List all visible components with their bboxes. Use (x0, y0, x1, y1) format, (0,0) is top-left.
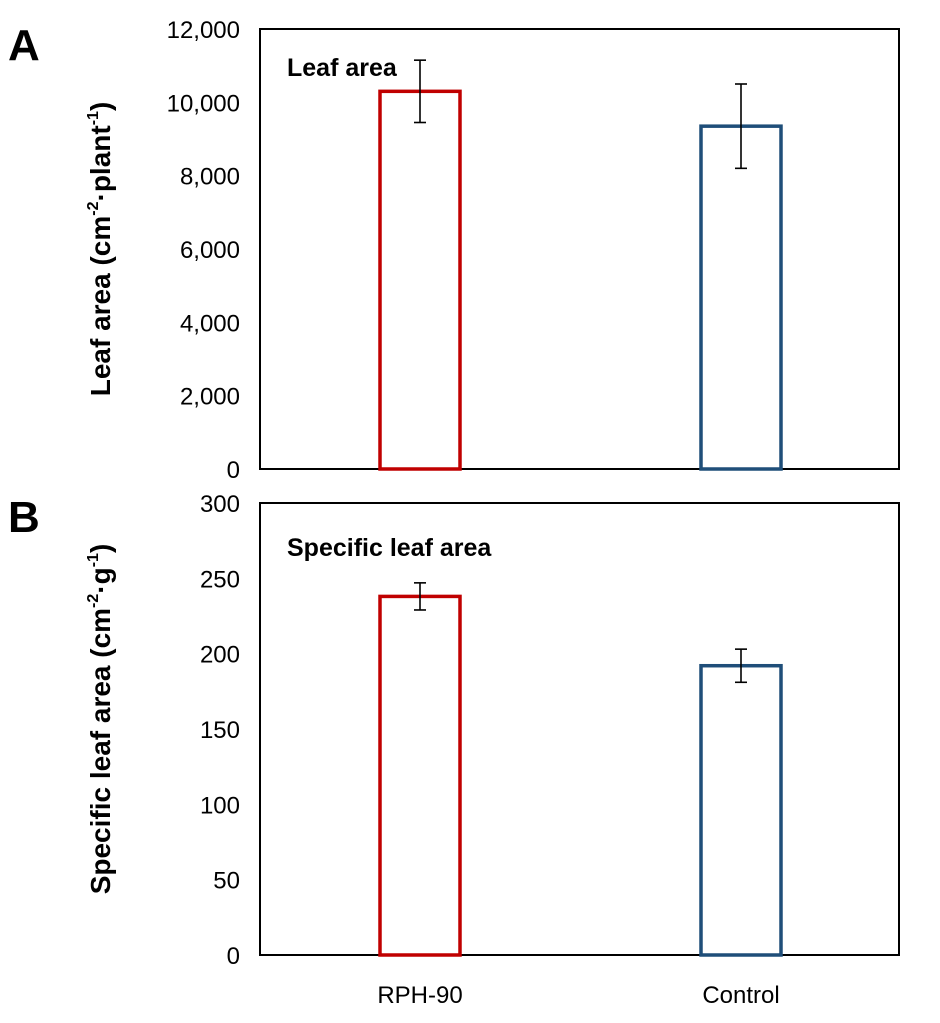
panel-a-y-tick-label: 0 (227, 457, 240, 484)
panel-b-title: Specific leaf area (287, 534, 492, 562)
panel-b-y-tick-label: 100 (200, 792, 240, 819)
panel-b-y-tick-label: 50 (213, 868, 240, 895)
panel-b-plot-frame (259, 502, 900, 956)
panel-a-bar-rph-90 (378, 89, 462, 471)
panel-a-y-tick-label: 4,000 (180, 310, 240, 337)
panel-a-y-tick-label: 6,000 (180, 237, 240, 264)
panel-b-ylabel-sup1: -2 (85, 594, 102, 608)
panel-a-ylabel-sup2: -1 (85, 111, 102, 125)
panel-b-letter: B (8, 493, 40, 542)
panel-a-ylabel-sup1: -2 (85, 201, 102, 215)
panel-a-y-ticks: 0 2,000 4,000 6,000 8,000 10,000 12,000 (167, 17, 240, 484)
panel-a-bar-control (699, 124, 783, 471)
panel-b-y-ticks: 0 50 100 150 200 250 300 (200, 491, 240, 970)
panel-a-ylabel-mid: ·plant (85, 125, 116, 201)
panel-b-category-label: RPH-90 (377, 982, 462, 1009)
panel-b-y-tick-label: 150 (200, 717, 240, 744)
panel-a-plot-frame (259, 28, 900, 470)
panel-b-ylabel-end: ) (85, 544, 116, 553)
panel-a: A Leaf area Leaf area (cm-2·plant-1) 0 2,… (8, 17, 900, 484)
panel-b-bar-control (699, 663, 783, 957)
panel-a-error-bar-control (735, 83, 747, 170)
panel-b-bars (378, 582, 783, 957)
panel-b-y-axis-title: Specific leaf area (cm-2·g-1) (85, 544, 116, 895)
panel-a-y-tick-label: 12,000 (167, 17, 240, 44)
panel-b-ylabel-mid: ·g (85, 567, 116, 593)
panel-b: B Specific leaf area Specific leaf area … (8, 491, 900, 1009)
panel-a-title: Leaf area (287, 54, 398, 82)
panel-b-y-tick-label: 0 (227, 943, 240, 970)
panel-a-y-tick-label: 2,000 (180, 384, 240, 411)
panel-a-ylabel-main: Leaf area (cm (85, 216, 116, 397)
panel-b-ylabel-sup2: -1 (85, 553, 102, 567)
panel-b-y-tick-label: 300 (200, 491, 240, 518)
panel-a-y-tick-label: 8,000 (180, 164, 240, 191)
panel-a-y-axis-title: Leaf area (cm-2·plant-1) (85, 102, 116, 397)
panel-b-category-labels: RPH-90 Control (377, 982, 779, 1009)
panel-b-y-tick-label: 250 (200, 566, 240, 593)
panel-b-y-tick-label: 200 (200, 642, 240, 669)
panel-a-bars (378, 59, 783, 471)
panel-b-ylabel-main: Specific leaf area (cm (85, 608, 116, 894)
panel-a-letter: A (8, 21, 40, 70)
panel-b-error-bar-rph-90 (414, 582, 426, 611)
panel-b-error-bar-control (735, 648, 747, 684)
panel-a-ylabel-end: ) (85, 102, 116, 111)
panel-a-y-tick-label: 10,000 (167, 90, 240, 117)
panel-a-error-bar-rph-90 (414, 59, 426, 124)
panel-b-category-label: Control (702, 982, 779, 1009)
panel-b-bar-rph-90 (378, 594, 462, 957)
